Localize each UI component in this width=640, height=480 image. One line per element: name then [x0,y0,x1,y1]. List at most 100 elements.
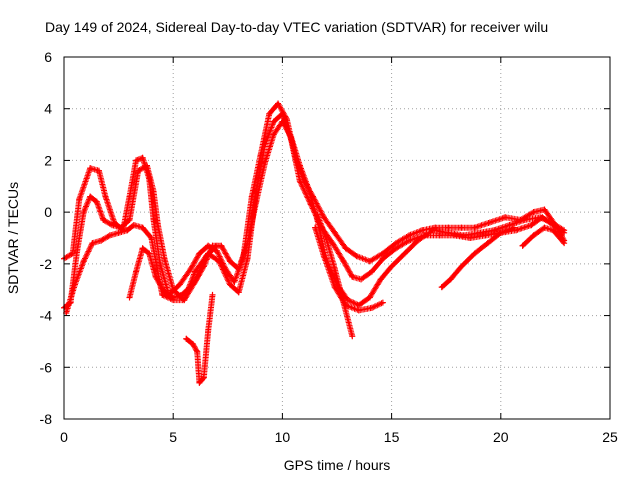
data-point [266,110,273,117]
data-point [200,374,207,381]
data-point [486,219,493,226]
data-point [133,268,140,275]
data-point [320,214,327,221]
data-point [133,157,140,164]
data-point [406,237,413,244]
data-point [170,286,177,293]
data-point [148,235,155,241]
data-point [314,211,321,218]
data-point [548,219,555,226]
data-point [261,160,268,167]
data-point [475,229,482,236]
data-point [189,341,196,348]
data-point [366,258,373,265]
y-axis-label: SDTVAR / TECUs [5,182,21,294]
data-point [146,250,153,257]
data-point [139,224,146,231]
series-segment-markers [144,162,157,193]
data-point [497,229,504,236]
data-point [510,224,517,231]
data-point [368,304,375,311]
data-point [445,224,452,231]
data-point [312,224,319,231]
data-point [550,227,557,234]
data-point [366,294,373,301]
y-tick-label: -8 [40,411,53,427]
data-point [87,165,94,172]
plot-frame [63,56,611,420]
data-point [349,333,356,340]
data-point [331,284,338,291]
y-tick-label: 4 [44,101,52,117]
y-tick-label: -2 [40,256,53,272]
data-point [358,276,365,283]
data-point [458,224,465,231]
data-point [458,263,465,270]
y-tick-label: 0 [44,204,52,220]
data-point [80,258,87,265]
data-point [561,227,568,234]
data-point [331,266,338,273]
data-point [471,250,478,257]
data-point [279,110,286,117]
data-point [392,245,399,252]
data-point [76,196,83,203]
data-point [235,289,242,296]
data-point [196,379,203,386]
data-point [445,229,452,236]
data-point [379,255,386,262]
data-point [528,222,535,229]
data-point [69,250,76,257]
series-track-3 [63,118,568,316]
data-point [342,302,349,309]
data-point [154,222,161,229]
data-point [388,263,395,270]
data-point [379,299,386,306]
data-point [95,167,102,174]
data-point [205,328,212,335]
data-point [139,245,146,252]
data-point [87,193,94,200]
data-point [209,291,216,298]
data-point [305,185,312,192]
data-point [115,229,122,236]
data-point [355,307,362,314]
series-track-5 [183,291,216,386]
data-point [368,268,375,275]
series-segment-markers [95,167,109,199]
x-axis-label: GPS time / hours [284,457,391,473]
x-tick-label: 20 [493,429,509,445]
data-point [93,198,100,205]
data-point [117,224,124,231]
data-point [213,247,220,254]
data-point [447,276,454,283]
data-point [89,240,96,247]
data-point [176,281,183,288]
data-point [216,258,223,265]
series-track-8 [438,224,517,291]
data-point [530,209,537,216]
data-point [213,242,220,249]
data-point [231,278,238,285]
data-point [430,227,437,234]
data-point [353,253,360,260]
data-point [196,250,203,257]
data-point [194,348,201,355]
x-tick-label: 10 [275,429,291,445]
data-point [98,237,105,244]
data-point [279,118,286,125]
data-point [139,154,146,161]
data-point [561,240,568,247]
data-point [323,235,330,241]
data-point [80,209,87,216]
data-point [126,216,133,223]
data-point [541,206,548,213]
data-point [102,193,109,200]
data-point [192,278,199,285]
data-point [150,188,157,195]
data-point [244,255,251,262]
data-point [329,240,336,247]
data-point [100,216,107,223]
data-point [320,253,327,260]
data-point [244,240,251,247]
